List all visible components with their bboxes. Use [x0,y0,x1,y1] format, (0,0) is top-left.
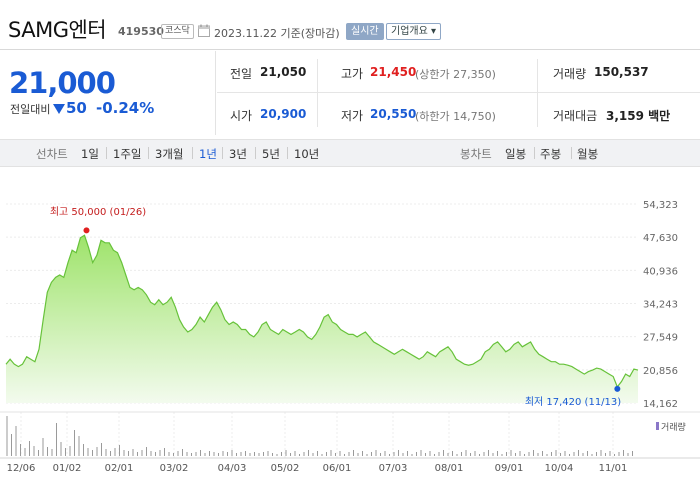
quote-grid: 전일 21,050 고가 21,450 (상한가 27,350) 거래량 150… [217,51,700,135]
calendar-icon [198,24,210,37]
current-price: 21,000 [9,66,116,100]
x-tick-label: 04/03 [218,463,247,474]
tab-separator [534,147,535,159]
candle-tab-0[interactable]: 일봉 [505,147,527,161]
y-tick-label: 20,856 [643,366,678,377]
low-label: 저가 [341,109,364,123]
tab-separator [287,147,288,159]
max-marker [83,227,90,234]
change-value: 50 [66,99,87,117]
volume-label: 거래량 [553,67,587,81]
line-chart-label: 선차트 [36,147,68,161]
y-tick-label: 54,323 [643,200,678,211]
change-label: 전일대비 [10,103,51,116]
tab-separator [222,147,223,159]
min-annotation: 최저 17,420 (11/13) [525,396,621,408]
min-marker [614,385,621,392]
max-annotation: 최고 50,000 (01/26) [50,206,146,218]
realtime-button[interactable]: 실시간 [346,23,384,40]
period-tab-2[interactable]: 3개월 [155,147,184,161]
y-tick-label: 14,162 [643,399,678,410]
period-tab-5[interactable]: 5년 [262,147,280,161]
x-tick-label: 09/01 [495,463,524,474]
upper-limit: (상한가 27,350) [415,68,496,81]
x-tick-label: 08/01 [435,463,464,474]
y-tick-label: 34,243 [643,300,678,311]
candle-tab-1[interactable]: 주봉 [540,147,562,161]
price-area [6,235,638,403]
y-tick-label: 40,936 [643,266,678,277]
price-chart[interactable]: 54,323 47,630 40,936 34,243 27,549 20,856 14,1… [0,180,700,489]
candle-tab-2[interactable]: 월봉 [577,147,599,161]
open-value: 20,900 [260,107,307,121]
chart-tab-bar: 선차트 봉차트 1일 1주일 3개월 1년 3년 5년 10년 일봉 주봉 월봉 [0,139,700,167]
divider [317,59,318,127]
low-value: 20,550 [370,107,417,121]
high-label: 고가 [341,67,364,81]
x-tick-label: 05/02 [271,463,300,474]
stock-name: SAMG엔터 [8,18,107,42]
x-tick-label: 03/02 [160,463,189,474]
company-overview-dropdown[interactable]: 기업개요 ▾ [386,23,441,40]
amount-value: 3,159 백만 [606,109,671,123]
tab-separator [255,147,256,159]
quote-date: 2023.11.22 기준(장마감) [214,27,340,40]
y-tick-label: 47,630 [643,233,678,244]
market-badge: 코스닥 [161,24,194,39]
volume-legend-label: 거래량 [661,421,686,433]
x-tick-label: 07/03 [379,463,408,474]
stock-code: 419530 [118,25,164,38]
divider [537,59,538,127]
candle-chart-label: 봉차트 [460,147,492,161]
tab-separator [148,147,149,159]
open-label: 시가 [230,109,253,123]
x-tick-label: 10/04 [545,463,574,474]
volume-value: 150,537 [594,65,649,79]
change-percent: -0.24% [96,99,155,117]
x-tick-label: 12/06 [7,463,36,474]
prev-close-value: 21,050 [260,65,307,79]
divider [217,92,700,93]
down-triangle-icon [53,104,65,114]
y-tick-label: 27,549 [643,333,678,344]
lower-limit: (하한가 14,750) [415,110,496,123]
x-tick-label: 11/01 [599,463,628,474]
price-line [5,234,639,389]
period-tab-1[interactable]: 1주일 [113,147,142,161]
period-tab-0[interactable]: 1일 [81,147,99,161]
stock-header: SAMG엔터 419530 코스닥 2023.11.22 기준(장마감) 실시간… [0,0,700,50]
amount-label: 거래대금 [553,109,598,123]
period-tab-4[interactable]: 3년 [229,147,247,161]
prev-close-label: 전일 [230,67,253,81]
x-tick-label: 02/01 [105,463,134,474]
x-tick-label: 06/01 [323,463,352,474]
tab-separator [192,147,193,159]
tab-separator [106,147,107,159]
tab-separator [571,147,572,159]
volume-legend-swatch [656,422,659,430]
price-summary: 21,000 전일대비 50 -0.24% [0,51,216,135]
period-tab-6[interactable]: 10년 [294,147,320,161]
x-tick-label: 01/02 [53,463,82,474]
high-value: 21,450 [370,65,417,79]
period-tab-3[interactable]: 1년 [199,147,217,161]
